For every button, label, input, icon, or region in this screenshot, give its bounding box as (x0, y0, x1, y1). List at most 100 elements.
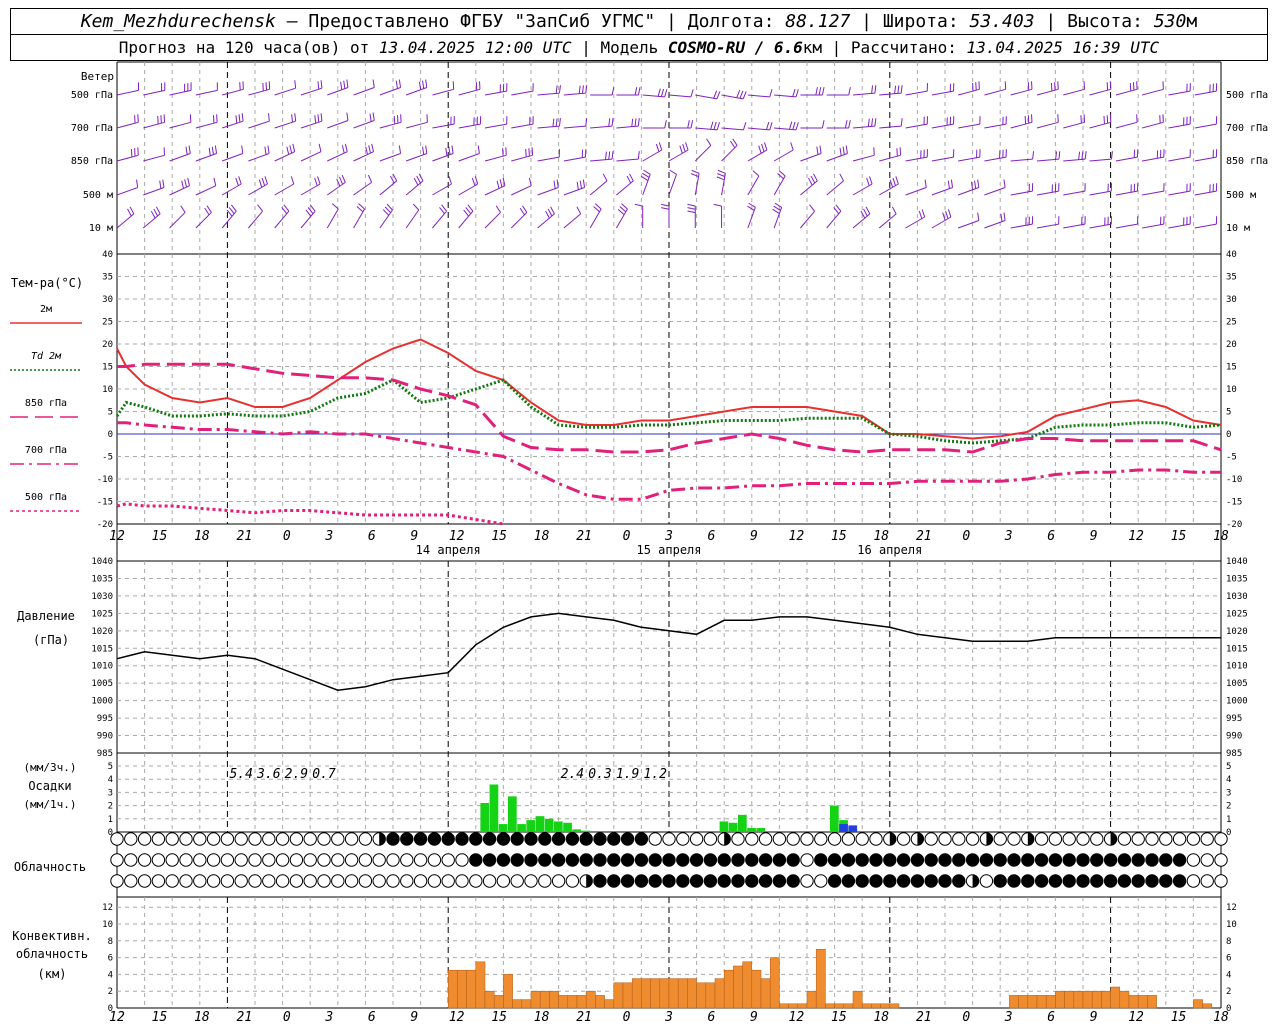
wind-barb-feather (445, 147, 448, 156)
wind-barb-feather (766, 121, 770, 130)
wind-barb (353, 87, 375, 96)
cloud-symbol (234, 832, 248, 846)
time-tick-bottom: 9 (750, 1010, 758, 1024)
cloud-symbol (1090, 853, 1104, 867)
time-tick-mid: 21 (916, 529, 932, 544)
cloud-symbol (124, 874, 138, 888)
wind-barb-feather (664, 89, 668, 98)
cloud-symbol (1090, 874, 1104, 888)
cloud-cover-symbols (110, 832, 1228, 888)
time-tick-bottom: 12 (109, 1010, 125, 1024)
cloud-symbol (275, 874, 290, 888)
cloud-symbol (524, 853, 538, 867)
cloud-symbol (427, 832, 442, 846)
conv-tick-left: 0 (108, 1004, 113, 1014)
cloud-symbol (717, 874, 731, 888)
wind-barb (984, 156, 1007, 162)
cloud-symbol (855, 874, 869, 888)
wind-barb-feather (743, 122, 747, 131)
conv-tick-right: 10 (1226, 920, 1237, 930)
wind-barb-feather (465, 207, 472, 214)
wind-barb-feather (496, 180, 500, 189)
wind-barb-feather (895, 176, 899, 185)
cloud-symbol (634, 853, 649, 867)
wind-barb (1142, 223, 1164, 229)
wind-barb (747, 127, 770, 131)
wind-barb-feather (208, 147, 211, 156)
wind-barb (537, 125, 560, 129)
cloud-symbol (1159, 832, 1173, 846)
precip-tick-left: 0 (108, 828, 113, 838)
conv-bar (1064, 990, 1075, 1009)
cloud-symbol (110, 832, 124, 846)
conv-bar (641, 978, 651, 1009)
wind-barb (511, 90, 534, 96)
rain-bar (719, 821, 729, 832)
wind-barb-feather (281, 207, 288, 214)
wind-barb (1089, 88, 1111, 96)
cloud-symbol (248, 874, 262, 888)
wind-barb-feather (842, 146, 845, 155)
wind-barb (984, 187, 1006, 196)
cloud-symbol (206, 853, 221, 867)
cloud-symbol (1145, 874, 1159, 888)
wind-barb-feather (291, 114, 293, 123)
cloud-symbol (565, 832, 580, 846)
cloud-symbol (620, 874, 635, 888)
cloud-symbol (482, 853, 497, 867)
cloud-symbol (400, 853, 414, 867)
conv-bar (760, 978, 771, 1009)
wind-barb-feather (206, 205, 212, 213)
rain-bar (738, 814, 747, 832)
wind-barb (852, 125, 875, 129)
wind-barb (957, 187, 979, 196)
cloud-symbol (814, 874, 828, 888)
wind-barb (800, 210, 815, 229)
wind-barb-feather (368, 145, 372, 154)
wind-barb-feather (863, 208, 868, 217)
wind-barb (300, 210, 316, 229)
conv-bar (1147, 995, 1157, 1009)
wind-barb-feather (398, 145, 402, 154)
cloud-symbol (869, 853, 883, 867)
temp-line-3 (117, 421, 1221, 501)
wind-barb (958, 88, 980, 96)
wind-barb (537, 92, 560, 96)
pressure-title: Давление (17, 609, 75, 623)
time-tick-mid: 18 (534, 529, 550, 544)
pressure-tick-right: 995 (1226, 714, 1242, 724)
cloud-symbol (758, 832, 773, 846)
cloud-symbol (179, 874, 193, 888)
wind-barb (379, 153, 401, 162)
wind-barb (169, 153, 191, 162)
cloud-symbol (137, 853, 152, 867)
conv-bar (1119, 990, 1130, 1009)
cloud-symbol (993, 853, 1007, 867)
wind-barb-feather (769, 89, 773, 98)
precip-tick-left: 1 (108, 815, 113, 825)
wind-barb-feather (153, 208, 159, 217)
forecast-start: 13.04.2025 12:00 UTC (378, 38, 572, 57)
pressure-tick-left: 1005 (91, 679, 113, 689)
precip-tick-right: 5 (1226, 762, 1231, 772)
date-label: 15 апреля (636, 543, 701, 557)
wind-barb (984, 220, 1006, 229)
cloud-symbol (593, 853, 607, 867)
cloud-symbol (331, 874, 345, 888)
cloud-symbol (358, 874, 373, 888)
cloud-symbol (1131, 874, 1145, 888)
cloud-symbol (1103, 874, 1118, 888)
wind-barb-feather (448, 146, 451, 155)
temp-tick-left: 5 (108, 408, 113, 418)
wind-barb-feather (289, 145, 293, 154)
wind-barb-feather (748, 202, 756, 208)
cloud-symbol (124, 832, 138, 846)
wind-barb (668, 149, 689, 162)
cloud-symbol (620, 853, 635, 867)
temp-tick-left: 10 (102, 385, 113, 395)
wind-barb (379, 121, 402, 129)
wind-barb-feather (772, 208, 780, 214)
wind-barb-feather (713, 90, 718, 99)
cloud-symbol (1048, 832, 1063, 846)
conv-bar (1045, 995, 1056, 1009)
